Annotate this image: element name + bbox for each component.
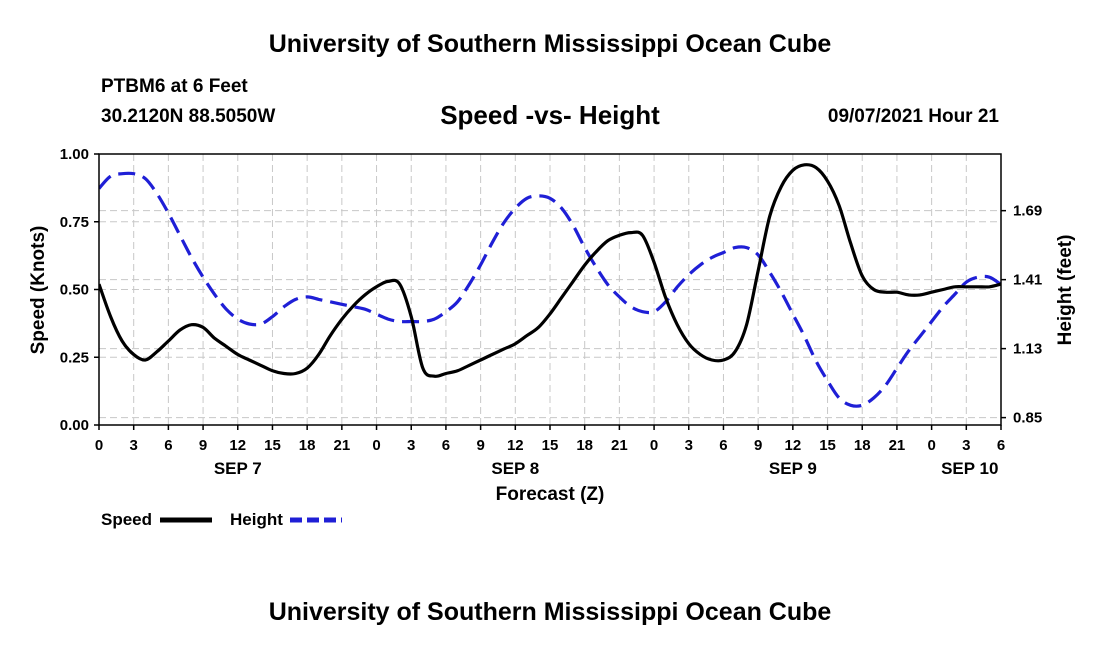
speed-series-line (99, 163, 1001, 378)
x-tick-label: 3 (407, 437, 415, 454)
page-title: University of Southern Mississippi Ocean… (268, 30, 832, 58)
x-tick-label: 3 (962, 437, 970, 454)
forecast-datetime: 09/07/2021 Hour 21 (827, 106, 999, 127)
left-tick-label: 0.00 (60, 417, 89, 434)
grid (99, 154, 1001, 425)
x-tick-label: 0 (927, 437, 935, 454)
x-tick-label: 0 (95, 437, 103, 454)
x-tick-label: 12 (229, 437, 246, 454)
legend-speed-label: Speed (101, 510, 152, 529)
day-label: SEP 10 (941, 459, 998, 478)
x-tick-label: 6 (442, 437, 450, 454)
x-tick-label: 0 (372, 437, 380, 454)
left-tick-label: 1.00 (60, 146, 89, 163)
height-series-line (99, 171, 1001, 408)
x-tick-label: 21 (889, 437, 906, 454)
day-label: SEP 8 (491, 459, 539, 478)
x-tick-label: 0 (650, 437, 658, 454)
right-tick-label: 1.69 (1013, 203, 1042, 220)
x-tick-label: 6 (164, 437, 172, 454)
x-tick-label: 6 (719, 437, 727, 454)
x-tick-label: 9 (476, 437, 484, 454)
x-tick-label: 9 (754, 437, 762, 454)
series-layer (99, 163, 1001, 408)
y-axis-label-right: Height (feet) (1055, 235, 1076, 346)
x-tick-label: 12 (507, 437, 524, 454)
station-label: PTBM6 at 6 Feet (101, 76, 248, 97)
right-tick-label: 1.41 (1013, 272, 1042, 289)
right-tick-label: 1.13 (1013, 341, 1042, 358)
station-coordinates: 30.2120N 88.5050W (101, 106, 276, 127)
x-axis-label: Forecast (Z) (496, 484, 605, 505)
x-tick-label: 12 (785, 437, 802, 454)
left-tick-label: 0.75 (60, 214, 89, 231)
day-label: SEP 9 (769, 459, 817, 478)
footer-title: University of Southern Mississippi Ocean… (268, 598, 832, 626)
x-tick-label: 21 (611, 437, 628, 454)
x-tick-label: 18 (854, 437, 871, 454)
left-tick-label: 0.25 (60, 349, 89, 366)
legend-height-label: Height (230, 510, 283, 529)
x-tick-label: 15 (264, 437, 281, 454)
day-label: SEP 7 (214, 459, 262, 478)
right-tick-label: 0.85 (1013, 410, 1042, 427)
y-axis-label-left: Speed (Knots) (28, 226, 49, 355)
x-tick-label: 9 (199, 437, 207, 454)
legend: Speed Height (101, 510, 342, 529)
x-tick-label: 15 (819, 437, 836, 454)
x-tick-label: 18 (576, 437, 593, 454)
x-tick-label: 21 (334, 437, 351, 454)
x-tick-label: 15 (542, 437, 559, 454)
chart-title: Speed -vs- Height (440, 100, 660, 130)
x-tick-label: 3 (130, 437, 138, 454)
x-tick-label: 6 (997, 437, 1005, 454)
ticks: 0 3 6 9 12 15 18 21 0 3 6 9 12 15 18 21 0 3 6 9 12 15 18 21 0 3 6 S… (60, 146, 1042, 478)
left-tick-label: 0.50 (60, 282, 89, 299)
x-tick-label: 3 (685, 437, 693, 454)
x-tick-label: 18 (299, 437, 316, 454)
